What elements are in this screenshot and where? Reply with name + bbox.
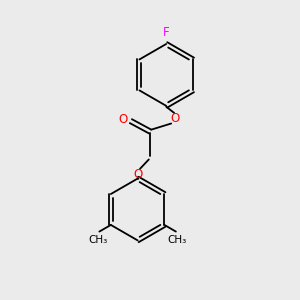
Text: O: O: [170, 112, 180, 125]
Text: CH₃: CH₃: [168, 235, 187, 245]
Text: O: O: [119, 113, 128, 126]
Text: F: F: [163, 26, 169, 39]
Text: O: O: [134, 168, 143, 181]
Text: CH₃: CH₃: [88, 235, 107, 245]
